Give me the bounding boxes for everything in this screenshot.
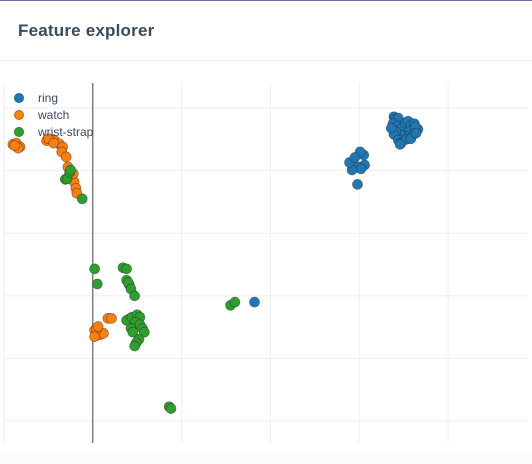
point-ring[interactable] — [249, 296, 260, 308]
point-ring[interactable] — [394, 139, 406, 150]
legend-item-wrist-strap[interactable]: wrist-strap — [14, 123, 93, 140]
legend-item-ring[interactable]: ring — [14, 89, 93, 106]
point-ring[interactable] — [352, 179, 363, 190]
plot-bottom-strip — [0, 451, 532, 464]
card-header: Feature explorer — [0, 1, 532, 61]
scatter-plot[interactable] — [0, 61, 532, 451]
series-wrist-strap — [59, 164, 241, 414]
point-wrist-strap[interactable] — [229, 296, 241, 308]
series-watch — [7, 133, 117, 342]
legend-swatch — [14, 92, 24, 103]
point-watch[interactable] — [89, 331, 100, 342]
series-ring — [249, 111, 424, 308]
data-points — [7, 111, 424, 414]
legend-item-watch[interactable]: watch — [14, 106, 93, 123]
point-wrist-strap[interactable] — [165, 403, 177, 414]
point-ring[interactable] — [410, 127, 422, 139]
point-wrist-strap[interactable] — [129, 290, 140, 302]
point-wrist-strap[interactable] — [65, 164, 76, 176]
point-ring[interactable] — [355, 163, 367, 175]
point-watch[interactable] — [106, 313, 117, 324]
point-watch[interactable] — [9, 140, 21, 151]
legend-label: wrist-strap — [38, 124, 94, 139]
legend-swatch — [14, 109, 24, 120]
point-watch[interactable] — [48, 137, 60, 149]
legend-label: ring — [38, 90, 59, 105]
point-wrist-strap[interactable] — [121, 263, 132, 275]
point-watch[interactable] — [92, 321, 104, 332]
point-watch[interactable] — [60, 151, 72, 163]
point-ring[interactable] — [349, 152, 361, 163]
card-title: Feature explorer — [18, 21, 155, 40]
point-wrist-strap[interactable] — [76, 193, 88, 205]
legend-label: watch — [38, 107, 70, 122]
legend-swatch — [14, 126, 24, 137]
point-wrist-strap[interactable] — [89, 263, 100, 275]
point-wrist-strap[interactable] — [129, 340, 140, 352]
point-wrist-strap[interactable] — [127, 326, 139, 338]
point-ring[interactable] — [385, 122, 397, 134]
legend[interactable]: ring watch wrist-strap — [14, 89, 93, 140]
point-wrist-strap[interactable] — [91, 278, 103, 290]
grid-lines — [3, 83, 528, 443]
